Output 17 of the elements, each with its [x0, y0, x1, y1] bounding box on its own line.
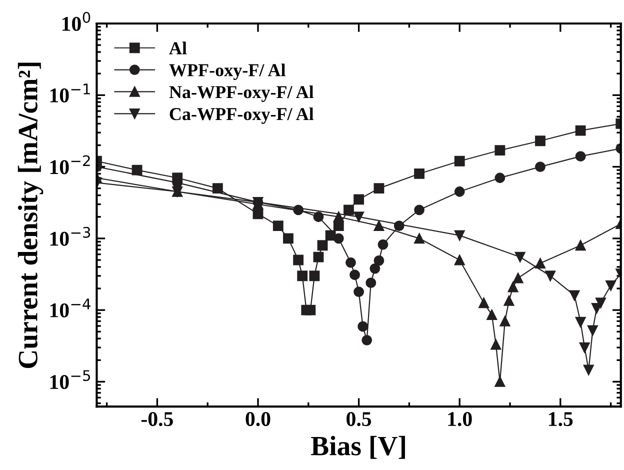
legend-label: Na-WPF-oxy-F/ Al [169, 86, 314, 102]
legend-label: WPF-oxy-F/ Al [169, 64, 286, 80]
y-tick-label: 10$^{0}$ [62, 12, 90, 31]
x-tick-label: -0.5 [141, 412, 173, 426]
y-tick-label: 10$^{−1}$ [50, 84, 90, 102]
x-tick-label: 0.5 [346, 412, 372, 426]
x-axis-title: Bias [V] [311, 436, 405, 459]
y-tick-label: 10$^{−3}$ [50, 226, 90, 246]
x-tick-label: 1.0 [448, 412, 472, 426]
x-tick-label: 0.0 [246, 412, 270, 426]
legend-label: Al [169, 42, 187, 54]
y-tick-label: 10$^{−2}$ [50, 155, 90, 174]
x-tick-label: 1.5 [549, 412, 573, 426]
y-tick-label: 10$^{−4}$ [50, 298, 90, 318]
y-axis-title: Current density [mA/cm²] [18, 62, 44, 368]
legend-label: Ca-WPF-oxy-F/ Al [170, 107, 314, 124]
y-tick-label: 10$^{−5}$ [50, 370, 90, 390]
